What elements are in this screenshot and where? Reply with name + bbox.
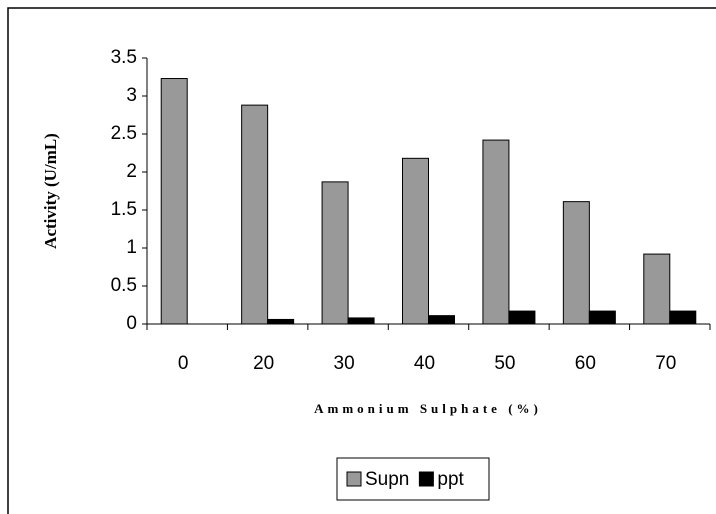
y-tick-label: 2.5 (111, 123, 137, 144)
legend-swatch (346, 471, 362, 487)
x-tick-label: 20 (253, 353, 274, 374)
legend-box (336, 457, 490, 501)
bar (428, 315, 455, 325)
bar (402, 157, 429, 325)
y-tick-label: 2 (126, 161, 137, 182)
x-tick-label: 60 (575, 353, 596, 374)
bar (267, 318, 295, 325)
y-tick-label: 0 (126, 313, 137, 334)
bar (562, 201, 590, 325)
bar (482, 139, 510, 325)
y-axis-label: Activity (U/mL) (41, 133, 60, 249)
x-axis-label: Ammonium Sulphate (%) (314, 401, 542, 416)
x-tick-label: 40 (414, 353, 435, 374)
bar (241, 104, 269, 325)
bar (588, 310, 616, 325)
y-tick-label: 3 (126, 85, 137, 106)
legend-swatch (418, 471, 434, 487)
chart-frame (7, 7, 716, 514)
bar (321, 181, 349, 325)
x-tick-label: 30 (334, 353, 355, 374)
bar (669, 310, 697, 325)
bar (508, 310, 536, 325)
y-tick-label: 3.5 (111, 47, 137, 68)
y-tick-label: 1.5 (111, 199, 137, 220)
y-tick-label: 1 (126, 237, 137, 258)
x-tick-label: 0 (178, 353, 189, 374)
bar (160, 78, 188, 325)
x-tick-label: 70 (655, 353, 676, 374)
y-tick-label: 0.5 (111, 275, 137, 296)
x-tick-label: 50 (494, 353, 515, 374)
bar (347, 317, 375, 325)
legend-label: ppt (437, 469, 464, 490)
legend-label: Supn (365, 469, 409, 490)
bar (643, 253, 671, 325)
